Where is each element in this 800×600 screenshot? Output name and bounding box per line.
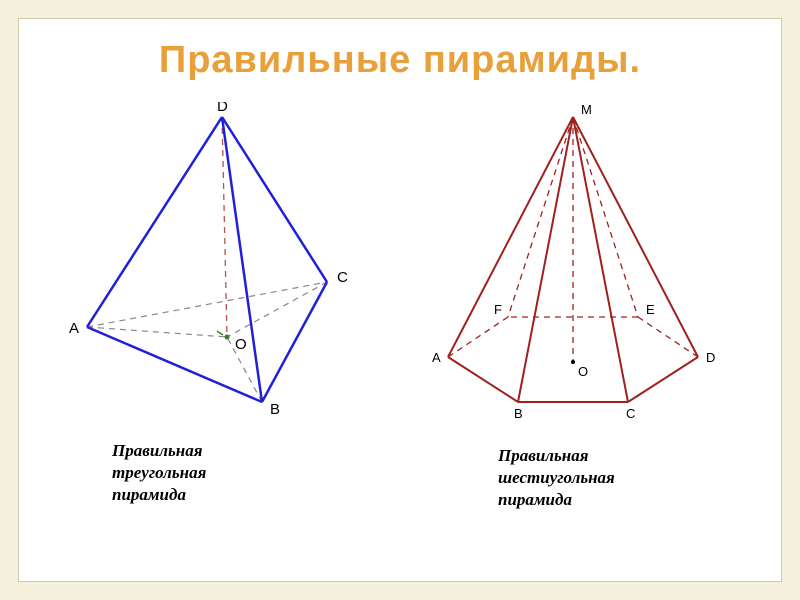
diagram-row: DABCO Правильная треугольная пирамида MA… [19,102,781,437]
hex-cap-line3: пирамида [498,490,572,509]
svg-text:O: O [235,336,247,353]
hex-cap-line1: Правильная [498,446,588,465]
svg-text:F: F [494,302,502,317]
svg-text:A: A [69,320,79,337]
svg-text:B: B [514,406,523,421]
hexagonal-caption: Правильная шестиугольная пирамида [498,445,615,511]
hexagonal-pyramid-box: MABCDEFO Правильная шестиугольная пирами… [413,102,743,437]
tri-cap-line3: пирамида [112,485,186,504]
hex-cap-line2: шестиугольная [498,468,615,487]
triangular-pyramid-box: DABCO Правильная треугольная пирамида [57,102,377,437]
svg-text:M: M [581,102,592,117]
svg-text:E: E [646,302,655,317]
svg-text:D: D [217,102,228,115]
svg-text:C: C [626,406,635,421]
svg-text:D: D [706,350,715,365]
triangular-caption: Правильная треугольная пирамида [112,440,206,506]
svg-text:A: A [432,350,441,365]
svg-text:O: O [578,364,588,379]
svg-text:B: B [270,401,280,418]
page-title: Правильные пирамиды. [19,39,781,82]
tri-cap-line2: треугольная [112,463,206,482]
triangular-pyramid-svg: D A B C O [57,102,377,432]
svg-text:C: C [337,269,348,286]
hexagonal-pyramid-svg: M A B C D E F O [413,102,743,432]
tri-cap-line1: Правильная [112,441,202,460]
content-frame: Правильные пирамиды. D A B C O Правильная тр… [18,18,782,582]
